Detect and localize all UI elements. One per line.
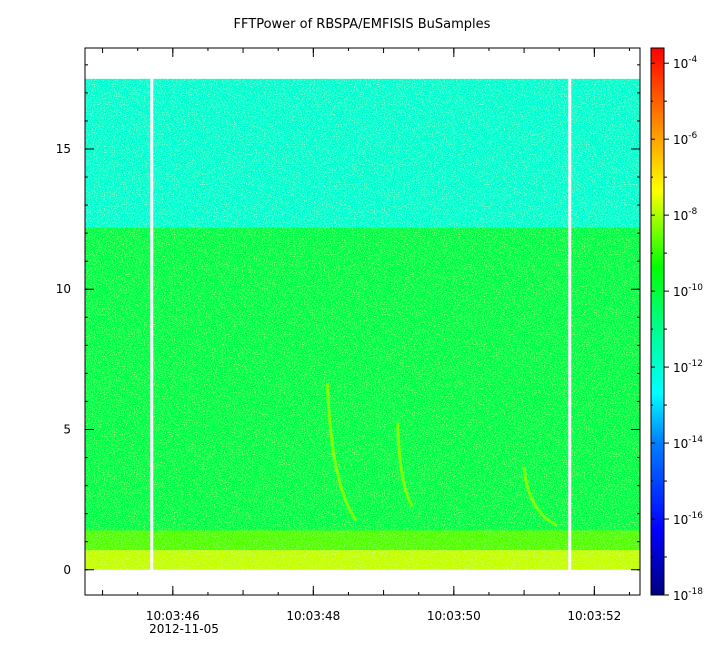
chorus-streak-0 — [325, 383, 357, 521]
colorbar-tick-base: 10 — [673, 209, 688, 223]
colorbar-tick-exponent: -4 — [688, 55, 697, 65]
chorus-streak-1 — [396, 422, 414, 507]
x-date-label: 2012-11-05 — [149, 622, 219, 636]
colorbar-tick-base: 10 — [673, 57, 688, 71]
colorbar-tick-exponent: -18 — [688, 587, 703, 597]
colorbar-tick-exponent: -10 — [688, 283, 703, 293]
plot-frame — [84, 47, 641, 596]
heatmap-band-2 — [85, 227, 640, 531]
heatmap-band-1 — [85, 530, 640, 551]
data-gaps — [150, 48, 572, 595]
colorbar-tick-label-0: 10-4 — [673, 55, 698, 71]
colorbar-tick-exponent: -12 — [688, 359, 703, 369]
y-tick-label-2: 10 — [56, 282, 71, 296]
heatmap-band-3 — [85, 78, 640, 228]
x-tick-label-2: 10:03:50 — [427, 609, 481, 623]
colorbar-tick-base: 10 — [673, 133, 688, 147]
colorbar-tick-label-1: 10-6 — [673, 131, 698, 147]
x-tick-label-3: 10:03:52 — [567, 609, 621, 623]
colorbar-tick-label-4: 10-12 — [673, 359, 703, 375]
colorbar-tick-label-5: 10-14 — [673, 435, 703, 451]
chart-title: FFTPower of RBSPA/EMFISIS BuSamples — [233, 17, 491, 32]
colorbar-tick-exponent: -8 — [688, 207, 697, 217]
colorbar-tick-label-2: 10-8 — [673, 207, 698, 223]
colorbar-tick-base: 10 — [673, 285, 688, 299]
heatmap-band-0 — [85, 550, 640, 570]
colorbar-tick-label-3: 10-10 — [673, 283, 703, 299]
spectrogram-heatmap — [85, 78, 640, 570]
chorus-streak-2 — [522, 467, 558, 527]
colorbar — [650, 47, 665, 596]
colorbar-tick-exponent: -6 — [688, 131, 697, 141]
y-tick-label-1: 5 — [63, 422, 71, 436]
data-gap-1 — [568, 48, 572, 595]
x-tick-label-1: 10:03:48 — [286, 609, 340, 623]
data-gap-0 — [150, 48, 154, 595]
colorbar-tick-exponent: -16 — [688, 511, 703, 521]
colorbar-tick-base: 10 — [673, 437, 688, 451]
colorbar-tick-exponent: -14 — [688, 435, 703, 445]
x-axis: 10:03:46 10:03:48 10:03:50 10:03:52 — [102, 48, 630, 623]
chorus-streaks — [325, 383, 558, 527]
colorbar-tick-label-7: 10-18 — [673, 587, 703, 603]
y-tick-label-3: 15 — [56, 142, 71, 156]
y-axis: 0 5 10 15 — [56, 64, 640, 577]
colorbar-tick-label-6: 10-16 — [673, 511, 703, 527]
y-tick-label-0: 0 — [63, 563, 71, 577]
x-tick-label-0: 10:03:46 — [146, 609, 200, 623]
colorbar-tick-base: 10 — [673, 513, 688, 527]
colorbar-tick-base: 10 — [673, 361, 688, 375]
colorbar-tick-base: 10 — [673, 589, 688, 603]
